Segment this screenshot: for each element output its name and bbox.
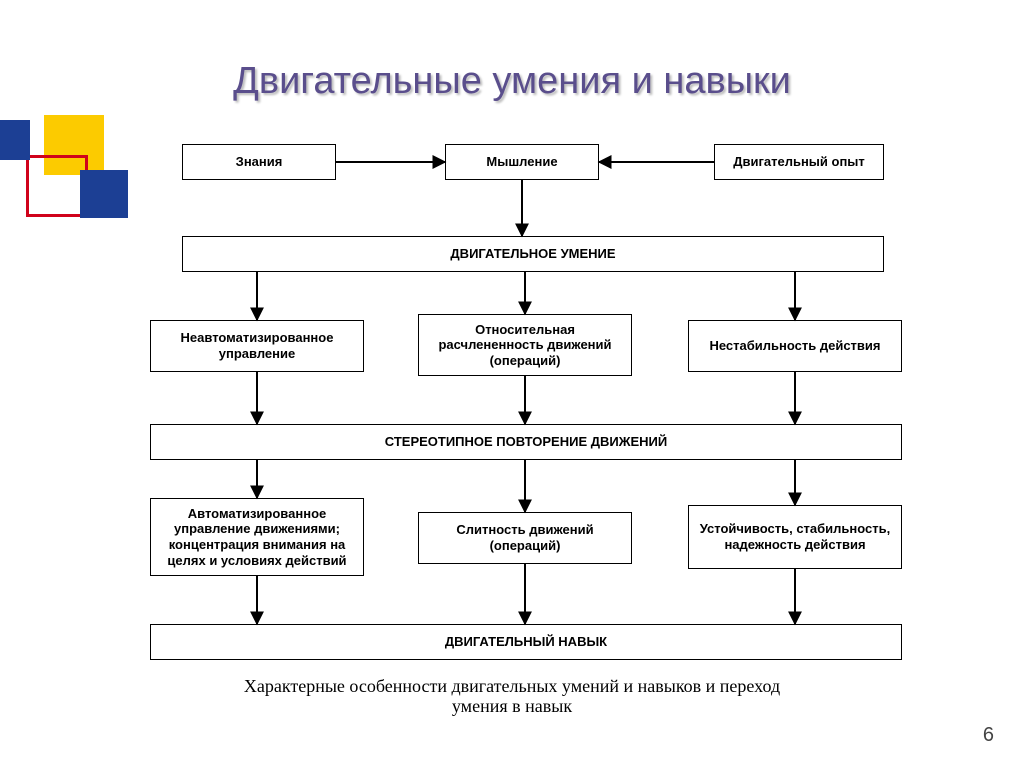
node-auto: Автоматизированное управление движениями… [150, 498, 364, 576]
node-instability: Нестабильность действия [688, 320, 902, 372]
node-stereotype: СТЕРЕОТИПНОЕ ПОВТОРЕНИЕ ДВИЖЕНИЙ [150, 424, 902, 460]
node-thinking: Мышление [445, 144, 599, 180]
page-title: Двигательные умения и навыки [0, 60, 1024, 103]
node-motor-skill: ДВИГАТЕЛЬНОЕ УМЕНИЕ [182, 236, 884, 272]
node-habit: ДВИГАТЕЛЬНЫЙ НАВЫК [150, 624, 902, 660]
caption-line-1: Характерные особенности двигательных уме… [0, 676, 1024, 697]
deco-square-blue-2 [0, 120, 30, 160]
node-knowledge: Знания [182, 144, 336, 180]
caption-line-2: умения в навык [0, 696, 1024, 717]
node-nonauto: Неавтоматизированное управление [150, 320, 364, 372]
node-relative: Относительная расчлененность движений (о… [418, 314, 632, 376]
deco-square-red [26, 155, 88, 217]
node-unity: Слитность движений (операций) [418, 512, 632, 564]
node-stability: Устойчивость, стабильность, надежность д… [688, 505, 902, 569]
node-experience: Двигательный опыт [714, 144, 884, 180]
deco-square-blue-1 [80, 170, 128, 218]
page-number: 6 [983, 724, 994, 747]
